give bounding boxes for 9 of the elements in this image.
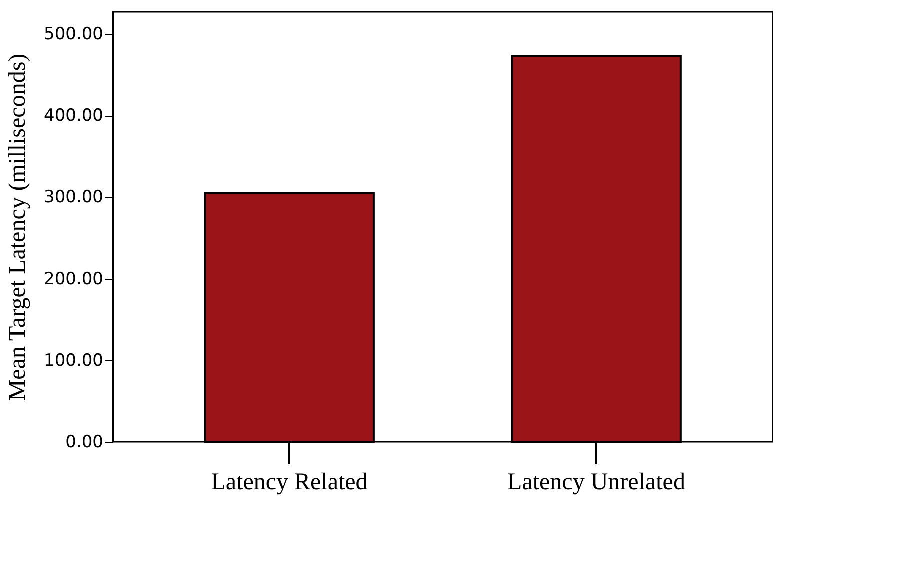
- y-tick-label: 400.00: [44, 106, 104, 126]
- y-tick-label: 200.00: [44, 269, 104, 290]
- x-tick-label: Latency Related: [211, 470, 368, 496]
- y-tick-label: 500.00: [44, 24, 104, 45]
- y-tick-label: 300.00: [44, 188, 104, 208]
- x-tick-label: Latency Unrelated: [508, 470, 686, 496]
- y-axis-title: Mean Target Latency (milliseconds): [5, 54, 32, 402]
- y-tick-label: 100.00: [44, 350, 104, 371]
- y-tick-label: 0.00: [66, 432, 104, 452]
